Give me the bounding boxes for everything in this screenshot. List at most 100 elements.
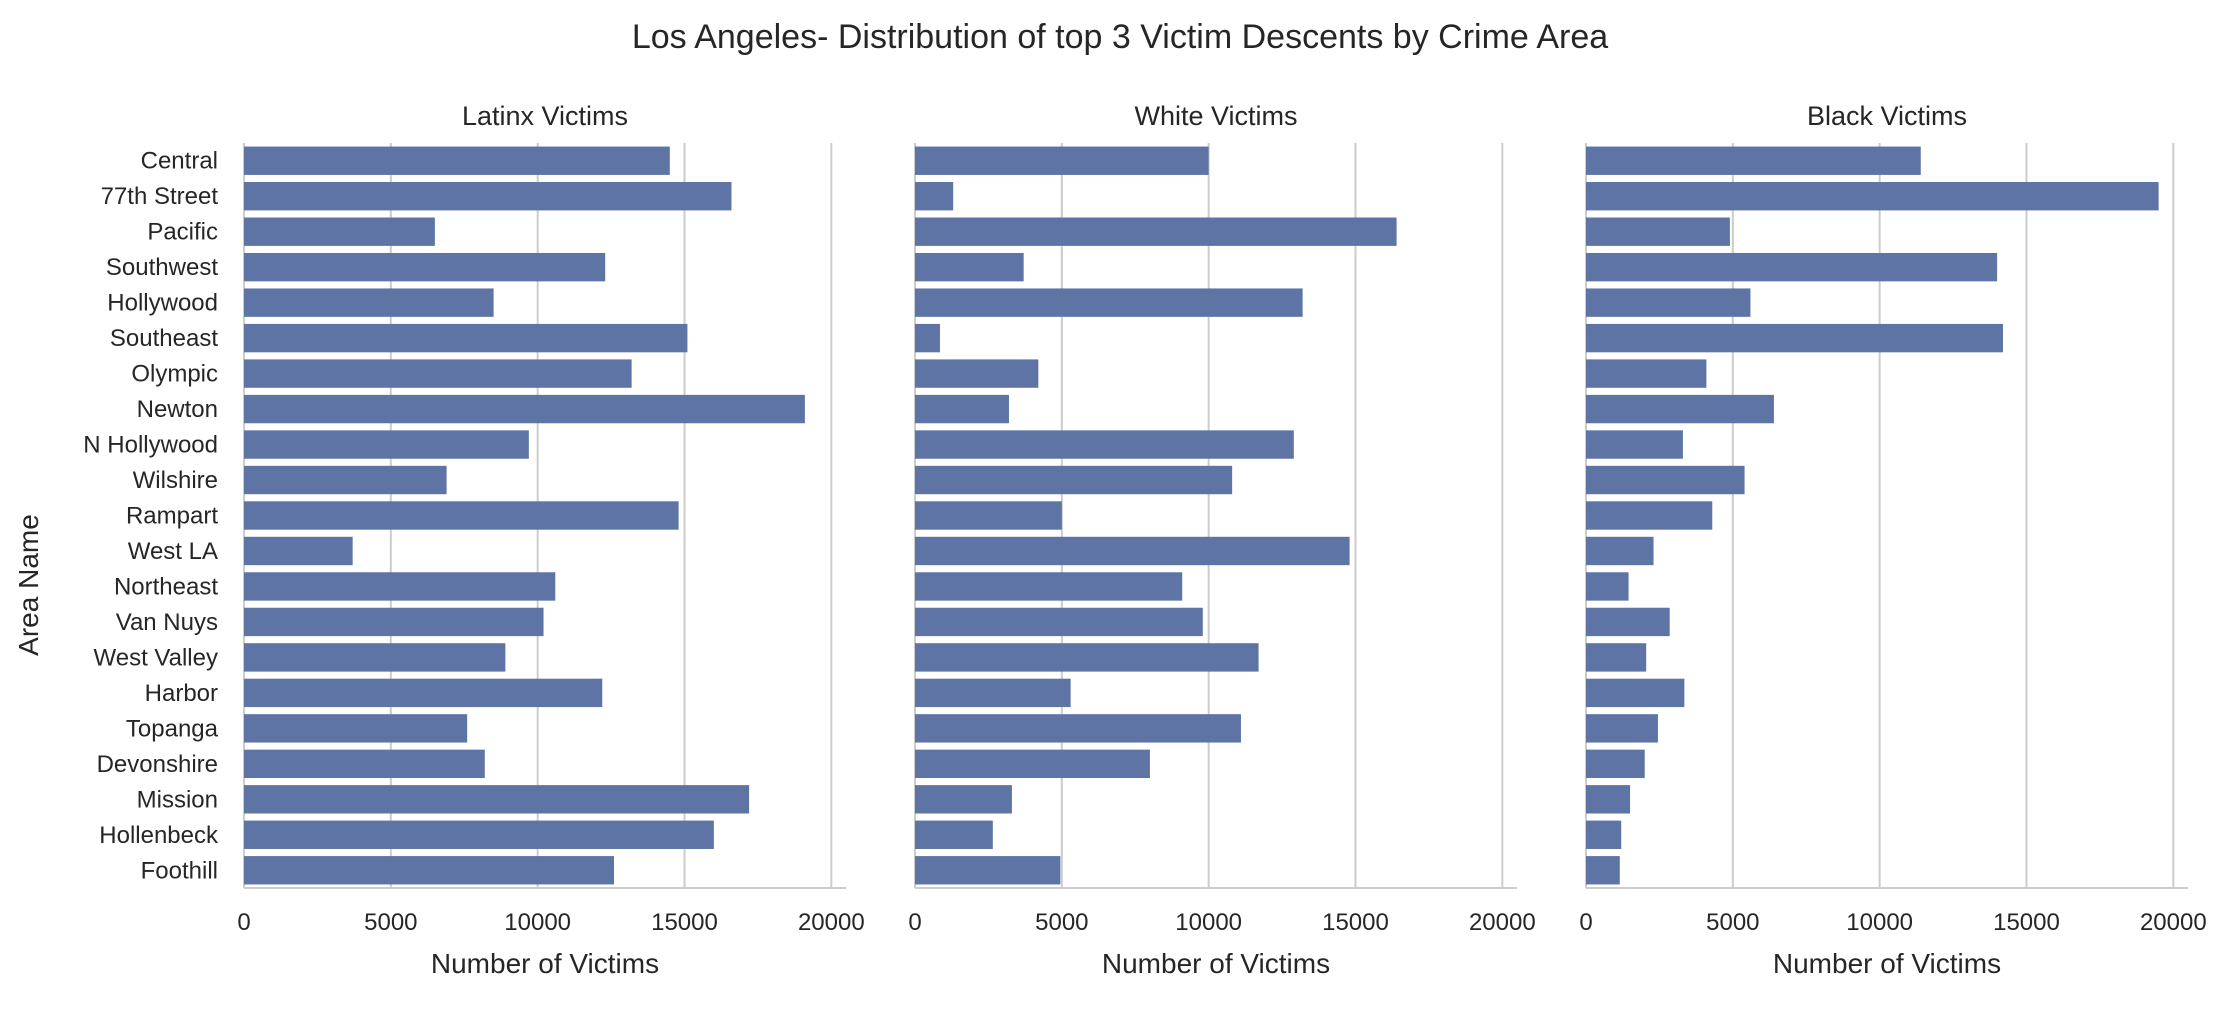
bar-2-7 <box>1586 394 1774 424</box>
bar-1-16 <box>915 714 1241 743</box>
bar-2-9 <box>1586 465 1745 495</box>
panel-2: Black Victims 0 5000 10000 15000 20000 Number … <box>1579 101 2206 979</box>
x-axis-label-1: Number of Victims <box>1102 948 1330 979</box>
bar-2-11 <box>1586 536 1654 566</box>
bar-1-15 <box>915 678 1071 708</box>
y-tick-label-14: West Valley <box>94 644 219 671</box>
y-tick-label-20: Foothill <box>141 857 218 884</box>
bar-2-5 <box>1586 323 2003 353</box>
y-tick-label-10: Rampart <box>126 503 218 530</box>
x-tick-label-0-2: 10000 <box>504 909 571 936</box>
bar-1-20 <box>915 856 1061 885</box>
y-tick-label-8: N Hollywood <box>83 432 218 459</box>
bar-0-1 <box>244 182 732 211</box>
bar-2-0 <box>1586 146 1921 175</box>
x-tick-label-0-1: 5000 <box>364 909 417 936</box>
x-axis-label-0: Number of Victims <box>431 948 659 979</box>
bar-1-10 <box>915 501 1062 530</box>
bar-2-12 <box>1586 572 1629 601</box>
bar-1-14 <box>915 643 1259 672</box>
y-tick-label-15: Harbor <box>145 680 218 707</box>
bar-2-2 <box>1586 217 1730 246</box>
y-tick-label-4: Hollywood <box>107 290 218 317</box>
y-tick-label-16: Topanga <box>126 715 219 742</box>
x-tick-label-1-4: 20000 <box>1469 909 1536 936</box>
bar-0-0 <box>244 146 670 175</box>
x-tick-label-2-4: 20000 <box>2140 909 2207 936</box>
bar-0-14 <box>244 643 506 672</box>
bar-0-10 <box>244 501 679 530</box>
bar-0-15 <box>244 678 603 708</box>
bar-0-4 <box>244 288 494 317</box>
bar-2-1 <box>1586 182 2159 211</box>
bar-0-13 <box>244 607 544 637</box>
bar-2-19 <box>1586 820 1622 849</box>
panels: Latinx Victims 0 5000 10000 15000 20000 Number… <box>83 101 2206 979</box>
bar-2-10 <box>1586 501 1713 530</box>
bar-1-3 <box>915 252 1024 282</box>
bar-2-15 <box>1586 678 1685 708</box>
bar-0-6 <box>244 359 632 388</box>
bar-1-17 <box>915 749 1150 779</box>
bar-0-20 <box>244 856 615 885</box>
bar-1-12 <box>915 572 1183 601</box>
bar-1-2 <box>915 217 1397 246</box>
bar-0-18 <box>244 785 750 814</box>
bar-1-4 <box>915 288 1303 317</box>
bar-2-16 <box>1586 714 1658 743</box>
x-tick-label-2-2: 10000 <box>1846 909 1913 936</box>
bar-0-17 <box>244 749 485 779</box>
bar-0-8 <box>244 430 529 459</box>
bar-0-2 <box>244 217 435 246</box>
bar-0-16 <box>244 714 468 743</box>
x-tick-label-1-0: 0 <box>908 909 921 936</box>
y-tick-label-13: Van Nuys <box>116 609 218 636</box>
x-tick-label-2-3: 15000 <box>1993 909 2060 936</box>
x-tick-label-2-0: 0 <box>1579 909 1592 936</box>
y-tick-label-9: Wilshire <box>133 467 218 494</box>
y-tick-label-1: 77th Street <box>101 183 219 210</box>
bar-2-13 <box>1586 607 1670 637</box>
y-tick-label-17: Devonshire <box>97 751 218 778</box>
panel-title-2: Black Victims <box>1807 101 1967 131</box>
bar-0-11 <box>244 536 353 566</box>
bar-1-19 <box>915 820 993 849</box>
bar-2-20 <box>1586 856 1620 885</box>
bar-2-18 <box>1586 785 1631 814</box>
y-tick-label-19: Hollenbeck <box>99 822 219 849</box>
y-tick-label-3: Southwest <box>106 254 218 281</box>
panel-1: White Victims 0 5000 10000 15000 20000 Number … <box>908 101 1535 979</box>
bar-2-17 <box>1586 749 1645 779</box>
x-axis-label-2: Number of Victims <box>1773 948 2001 979</box>
bar-1-7 <box>915 394 1009 424</box>
panel-title-0: Latinx Victims <box>462 101 628 131</box>
bar-1-18 <box>915 785 1012 814</box>
bar-1-13 <box>915 607 1203 637</box>
bar-1-11 <box>915 536 1350 566</box>
bar-0-9 <box>244 465 447 495</box>
chart-title: Los Angeles- Distribution of top 3 Victi… <box>632 18 1608 56</box>
x-tick-label-0-3: 15000 <box>651 909 718 936</box>
bar-1-1 <box>915 182 954 211</box>
x-tick-label-0-0: 0 <box>237 909 250 936</box>
panel-0: Latinx Victims 0 5000 10000 15000 20000 Number… <box>237 101 864 979</box>
y-tick-label-6: Olympic <box>131 361 218 388</box>
bar-0-19 <box>244 820 714 849</box>
x-tick-label-2-1: 5000 <box>1706 909 1759 936</box>
y-tick-label-7: Newton <box>137 396 218 423</box>
bar-2-8 <box>1586 430 1683 459</box>
x-tick-label-1-3: 15000 <box>1322 909 1389 936</box>
x-tick-label-1-2: 10000 <box>1175 909 1242 936</box>
panel-title-1: White Victims <box>1134 101 1297 131</box>
bar-0-3 <box>244 252 606 282</box>
bar-1-0 <box>915 146 1209 175</box>
y-tick-label-0: Central <box>141 148 218 175</box>
bar-2-4 <box>1586 288 1751 317</box>
bar-2-6 <box>1586 359 1707 388</box>
x-tick-label-0-4: 20000 <box>798 909 865 936</box>
y-tick-label-12: Northeast <box>114 573 218 600</box>
bar-0-5 <box>244 323 688 353</box>
bar-2-14 <box>1586 643 1647 672</box>
bar-0-12 <box>244 572 556 601</box>
